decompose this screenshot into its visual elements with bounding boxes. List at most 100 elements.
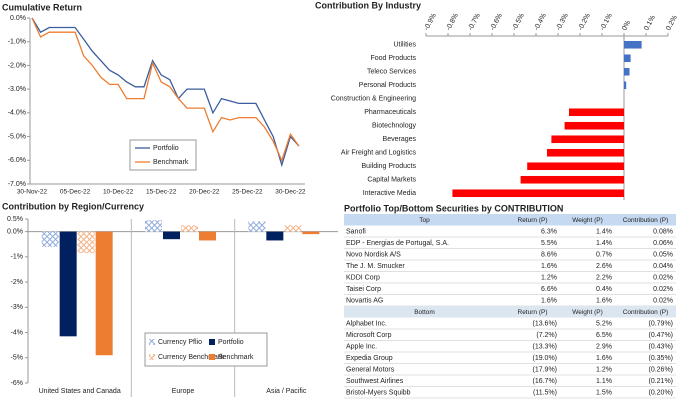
table-cell: (0.43%) (648, 344, 673, 351)
column-header: Return (P) (518, 217, 548, 224)
y-tick-label: -5% (11, 355, 23, 362)
table-cell: (19.0%) (532, 355, 557, 362)
y-tick-label: 0.5% (7, 216, 23, 223)
x-tick-label: -0.9% (423, 12, 438, 31)
y-tick-label: -7.0% (8, 181, 26, 188)
legend-swatch (209, 354, 215, 360)
table-cell: Apple Inc. (346, 344, 377, 351)
table-cell: 1.6% (596, 355, 612, 362)
x-tick-label: 30-Nov-22 (17, 189, 48, 196)
y-tick-label: -6% (11, 380, 23, 387)
header-row (344, 214, 676, 226)
x-tick-label: Asia / Pacific (266, 388, 307, 395)
table-cell: 1.2% (596, 367, 612, 374)
category-label: Food Products (370, 55, 416, 62)
table-cell: Microsoft Corp (346, 332, 392, 339)
table-cell: 1.5% (596, 390, 612, 397)
table-cell: 0.05% (653, 252, 673, 259)
category-label: Building Products (362, 163, 417, 170)
table-cell: (0.21%) (648, 378, 673, 385)
bar (199, 231, 216, 241)
category-label: Beverages (383, 136, 417, 143)
table-cell: Southwest Airlines (346, 378, 404, 385)
header-row (344, 306, 676, 318)
legend-label: Portfolio (218, 339, 244, 346)
category-label: Interactive Media (363, 190, 416, 197)
table-cell: Taisei Corp (346, 286, 381, 293)
table-cell: 1.4% (596, 240, 612, 247)
x-tick-label: -0.4% (533, 12, 548, 31)
y-tick-label: -4% (11, 329, 23, 336)
chart-title: Contribution By Industry (315, 0, 421, 10)
x-tick-label: -0.5% (511, 12, 526, 31)
chart-title: Contribution by Region/Currency (2, 201, 144, 211)
table-cell: 1.6% (541, 263, 557, 270)
table-cell: (0.20%) (648, 390, 673, 397)
x-tick-label: -0.1% (599, 12, 614, 31)
table-cell: The J. M. Smucker (346, 263, 405, 270)
table-cell: Novartis AG (346, 298, 383, 305)
column-header: Weight (P) (572, 309, 603, 316)
x-tick-label: 05-Dec-22 (60, 189, 91, 196)
table-cell: 0.06% (653, 240, 673, 247)
column-header: Return (P) (518, 309, 548, 316)
table-cell: 5.5% (541, 240, 557, 247)
column-header: Contribution (P) (623, 309, 669, 316)
bar (163, 231, 180, 240)
category-label: Air Freight and Logistics (341, 150, 417, 157)
table-cell: Bristol-Myers Squibb (346, 390, 411, 397)
table-cell: Novo Nordisk A/S (346, 252, 401, 259)
bar (569, 108, 624, 117)
bar (59, 231, 77, 337)
table-cell: (13.6%) (532, 321, 557, 328)
bar (551, 135, 624, 144)
legend-label: Currency Benchmark (158, 354, 224, 361)
category-label: Teleco Services (367, 69, 417, 76)
table-cell: (17.9%) (532, 367, 557, 374)
table-cell: 0.02% (653, 298, 673, 305)
table-cell: 2.9% (596, 344, 612, 351)
x-tick-label: 25-Dec-22 (232, 189, 263, 196)
bar (145, 220, 162, 232)
table-cell: 0.02% (653, 275, 673, 282)
y-tick-label: 0.0% (10, 15, 26, 22)
x-tick-label: 15-Dec-22 (146, 189, 177, 196)
category-label: Biotechnology (372, 123, 416, 130)
table-cell: 2.6% (596, 263, 612, 270)
x-tick-label: 0.2% (665, 14, 679, 31)
y-tick-label: -6.0% (8, 157, 26, 164)
bar (302, 231, 320, 235)
table-cell: Expedia Group (346, 355, 393, 362)
table-cell: 5.2% (596, 321, 612, 328)
bar (520, 175, 624, 184)
bar (77, 231, 95, 254)
y-tick-label: -1.0% (8, 39, 26, 46)
x-tick-label: 0.1% (643, 14, 657, 31)
category-label: Pharmaceuticals (364, 109, 416, 116)
table-cell: (11.5%) (533, 390, 557, 397)
y-tick-label: -5.0% (8, 133, 26, 140)
table-cell: 1.6% (596, 298, 612, 305)
table-cell: 2.2% (596, 275, 612, 282)
x-tick-label: 30-Dec-22 (275, 189, 306, 196)
y-tick-label: -4.0% (8, 110, 26, 117)
bar (527, 162, 624, 171)
bar (266, 231, 284, 241)
table-cell: (13.3%) (532, 344, 557, 351)
category-label: Construction & Engineering (331, 96, 416, 103)
y-tick-label: -1% (11, 254, 23, 261)
table-cell: 0.7% (596, 252, 612, 259)
table-cell: EDP - Energias de Portugal, S.A. (346, 240, 449, 247)
bar (95, 231, 113, 356)
legend-label: Portfolio (153, 145, 179, 152)
table-cell: 0.02% (653, 286, 673, 293)
bar (624, 81, 627, 90)
bar (624, 67, 630, 76)
column-header: Weight (P) (572, 217, 603, 224)
bar (452, 189, 624, 198)
column-header: Contribution (P) (623, 217, 669, 224)
table-cell: 8.6% (541, 252, 557, 259)
table-cell: 1.1% (596, 378, 612, 385)
x-tick-label: -0.3% (555, 12, 570, 31)
bar (564, 121, 624, 130)
